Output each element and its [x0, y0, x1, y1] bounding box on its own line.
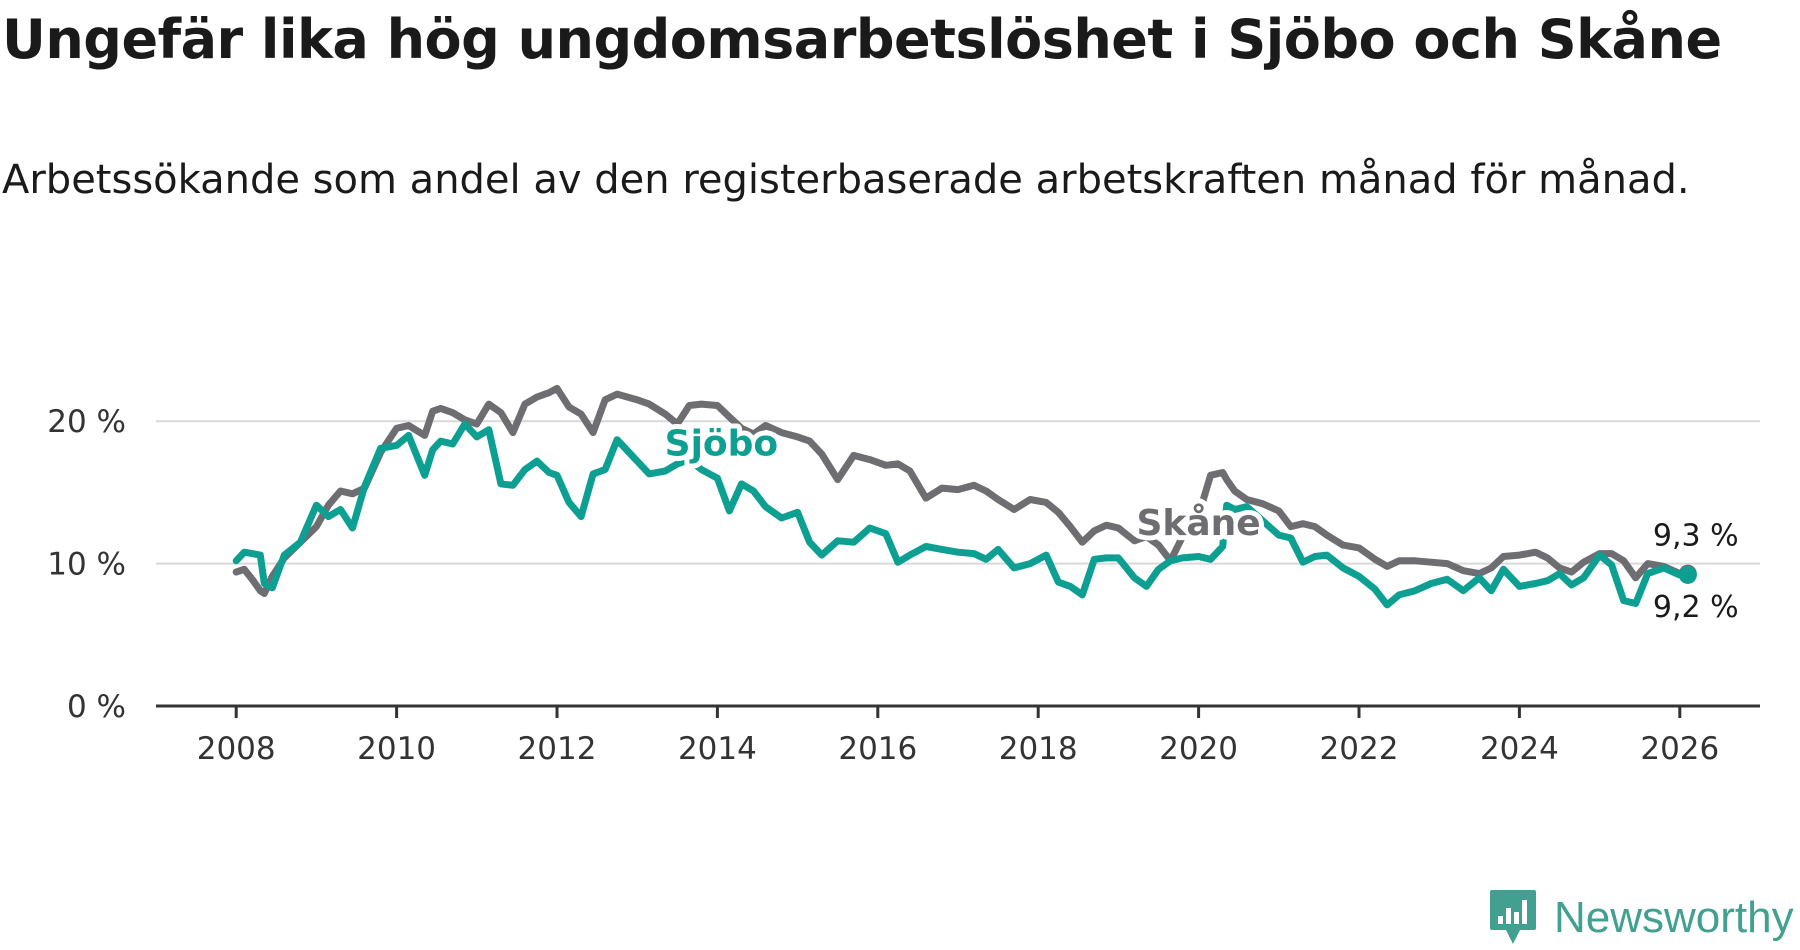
- x-tick-label: 2012: [518, 731, 597, 767]
- series-label-halo: Skåne: [1136, 503, 1260, 544]
- y-tick-label: 20 %: [47, 404, 126, 440]
- chart-subtitle: Arbetssökande som andel av den registerb…: [2, 157, 1690, 203]
- series-label-halo: Sjöbo: [665, 423, 779, 464]
- x-tick-label: 2020: [1159, 731, 1238, 767]
- chart-title: Ungefär lika hög ungdomsarbetslöshet i S…: [2, 8, 1722, 71]
- series-lines: [232, 384, 1697, 609]
- x-tick-label: 2022: [1320, 731, 1399, 767]
- series-label-skåne: Skåne: [1136, 503, 1260, 544]
- newsworthy-logo: Newsworthy: [1488, 886, 1794, 950]
- series-line-skåne: [232, 384, 1692, 597]
- series-label-sjöbo: Sjöbo: [665, 423, 779, 464]
- series-line-sjöbo: [232, 420, 1692, 609]
- newsworthy-chart-icon: [1490, 890, 1536, 944]
- axes: 0 % 10 % 20 % 2008 2010 2012 2014 2016 2018 2020 2…: [47, 404, 1760, 767]
- x-tick-label: 2018: [999, 731, 1078, 767]
- x-tick-label: 2024: [1480, 731, 1559, 767]
- x-tick-label: 2026: [1640, 731, 1719, 767]
- x-tick-label: 2010: [357, 731, 436, 767]
- y-tick-label: 10 %: [47, 547, 126, 583]
- end-value-label: 9,3 %: [1653, 519, 1739, 554]
- logo-text: Newsworthy: [1554, 893, 1794, 942]
- end-value-label: 9,2 %: [1653, 590, 1739, 625]
- series-end-dot: [1678, 565, 1697, 584]
- x-tick-label: 2014: [678, 731, 757, 767]
- x-tick-label: 2016: [838, 731, 917, 767]
- y-tick-label: 0 %: [67, 689, 126, 725]
- x-tick-label: 2008: [197, 731, 276, 767]
